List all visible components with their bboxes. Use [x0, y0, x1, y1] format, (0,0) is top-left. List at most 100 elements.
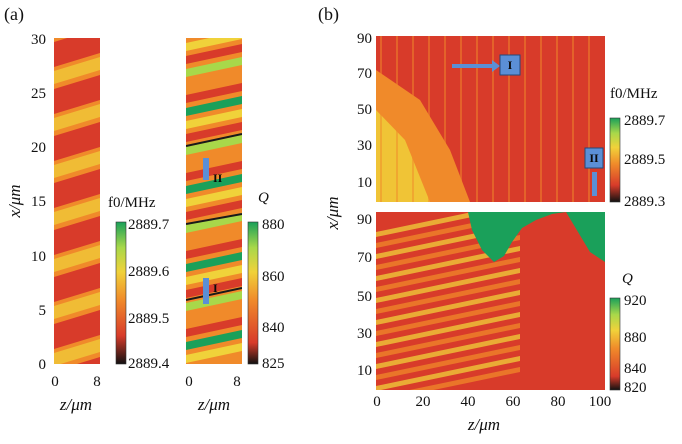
b-top-streak: [428, 36, 430, 202]
heatmap-b-top: [376, 36, 605, 202]
a-right-stripe: [186, 57, 242, 77]
a-colorbar-f0: f0/MHz 2889.7 2889.6 2889.5 2889.4: [108, 195, 170, 372]
b-top-y-70: 70: [357, 66, 372, 82]
a-right-dark-line: [186, 213, 242, 225]
b-bottom-stripe: [376, 290, 520, 325]
panel-label-a: (a): [4, 4, 24, 25]
b-marker-I-label: I: [508, 58, 513, 72]
a-right-stripe: [186, 148, 242, 168]
b-bottom-stripe: [376, 246, 520, 281]
a-right-stripe: [186, 200, 242, 220]
a-right-x-axis-title: z/μm: [197, 395, 230, 414]
a-left-stripe: [54, 38, 68, 42]
b-top-y-10: 10: [357, 175, 372, 191]
a-colorbar-f0-title: f0/MHz: [108, 195, 156, 211]
b-bottom-stripe: [376, 279, 520, 314]
b-cb-q-tick-1: 880: [624, 330, 647, 346]
a-y-tick-10: 10: [31, 249, 46, 265]
a-left-stripe: [54, 292, 100, 319]
a-right-stripe: [186, 343, 242, 363]
a-right-stripe: [186, 213, 242, 233]
b-x-40: 40: [461, 394, 476, 410]
b-bot-y-70: 70: [357, 250, 372, 266]
b-top-streak: [524, 36, 526, 202]
b-top-streak: [396, 36, 398, 202]
b-top-streak: [460, 36, 462, 202]
a-cb-f-tick-2: 2889.5: [128, 311, 169, 327]
a-y-tick-15: 15: [31, 194, 46, 210]
b-bottom-stripe: [376, 334, 520, 369]
a-right-stripe: [186, 96, 242, 116]
b-top-region: [376, 110, 430, 202]
b-top-streak: [572, 36, 574, 202]
b-top-y-90: 90: [357, 31, 372, 47]
b-top-streak: [412, 36, 414, 202]
b-marker-I: I: [452, 54, 521, 76]
b-x-80: 80: [551, 394, 566, 410]
b-top-y-50: 50: [357, 102, 372, 118]
a-right-stripe: [186, 252, 242, 272]
a-marker-I: I: [203, 278, 218, 304]
a-cb-q-tick-2: 840: [262, 320, 285, 336]
b-bottom-stripe: [376, 312, 520, 347]
a-right-dark-line: [186, 133, 242, 147]
a-cb-f-tick-3: 2889.4: [128, 356, 170, 372]
b-bottom-stripe: [376, 257, 520, 292]
a-left-x-tick-8: 8: [93, 374, 101, 390]
a-left-stripe: [54, 245, 100, 272]
b-cb-f-tick-2: 2889.3: [624, 194, 665, 210]
a-right-stripe: [186, 161, 242, 181]
a-right-stripe: [186, 18, 242, 38]
b-cb-q-tick-3: 820: [624, 380, 647, 396]
b-marker-II-label: II: [589, 151, 599, 165]
b-top-y-30: 30: [357, 138, 372, 154]
b-x-100: 100: [589, 394, 612, 410]
b-cb-q-tick-0: 920: [624, 293, 647, 309]
a-marker-II: II: [203, 158, 223, 185]
a-right-stripe: [186, 304, 242, 324]
b-x-ticks: 0 20 40 60 80 100: [373, 394, 611, 410]
b-bottom-stripe: [376, 356, 520, 390]
a-cb-q-tick-0: 880: [262, 217, 285, 233]
b-colorbar-q: Q 920 880 840 820: [609, 271, 647, 396]
heatmap-b-bottom: [376, 212, 605, 390]
a-left-stripe: [54, 198, 100, 225]
b-x-axis-title: z/μm: [467, 415, 500, 434]
a-right-stripe: [186, 239, 242, 259]
b-cb-f-tick-0: 2889.7: [624, 113, 666, 129]
a-cb-q-tick-1: 860: [262, 269, 285, 285]
a-right-x-tick-0: 0: [185, 374, 193, 390]
a-right-stripe: [186, 187, 242, 207]
b-colorbar-q-title: Q: [622, 271, 633, 287]
b-x-0: 0: [373, 394, 381, 410]
a-y-tick-25: 25: [31, 86, 46, 102]
a-right-stripe: [186, 44, 242, 64]
a-y-axis-title: x/μm: [5, 184, 24, 218]
b-bot-y-30: 30: [357, 326, 372, 342]
b-bot-y-90: 90: [357, 212, 372, 228]
a-colorbar-q-title: Q: [258, 190, 269, 206]
a-right-x-tick-8: 8: [233, 374, 241, 390]
a-right-stripe: [186, 109, 242, 129]
b-top-streak: [588, 36, 590, 202]
a-right-dark-line: [186, 287, 242, 301]
a-right-stripe: [186, 330, 242, 350]
b-marker-II: II: [584, 147, 604, 196]
a-marker-I-label: I: [213, 281, 218, 295]
a-right-stripe: [186, 83, 242, 103]
b-bottom-stripe: [376, 323, 520, 358]
b-bottom-y-ticks: 90 70 50 30 10: [357, 212, 372, 379]
a-y-ticks: 0 5 10 15 20 25 30: [31, 32, 46, 373]
a-cb-q-tick-3: 825: [262, 356, 285, 372]
a-y-tick-30: 30: [31, 32, 46, 48]
a-left-x-axis-title: z/μm: [59, 395, 92, 414]
a-colorbar-q: Q 880 860 840 825: [247, 190, 285, 372]
a-marker-II-label: II: [213, 171, 223, 185]
b-colorbar-f0-title: f0/MHz: [610, 86, 658, 102]
a-left-x-tick-0: 0: [51, 374, 59, 390]
b-bot-y-50: 50: [357, 289, 372, 305]
a-right-stripe: [186, 174, 242, 194]
b-bottom-stripe: [409, 367, 520, 390]
b-top-streak: [492, 36, 494, 202]
a-left-stripe: [54, 104, 100, 131]
